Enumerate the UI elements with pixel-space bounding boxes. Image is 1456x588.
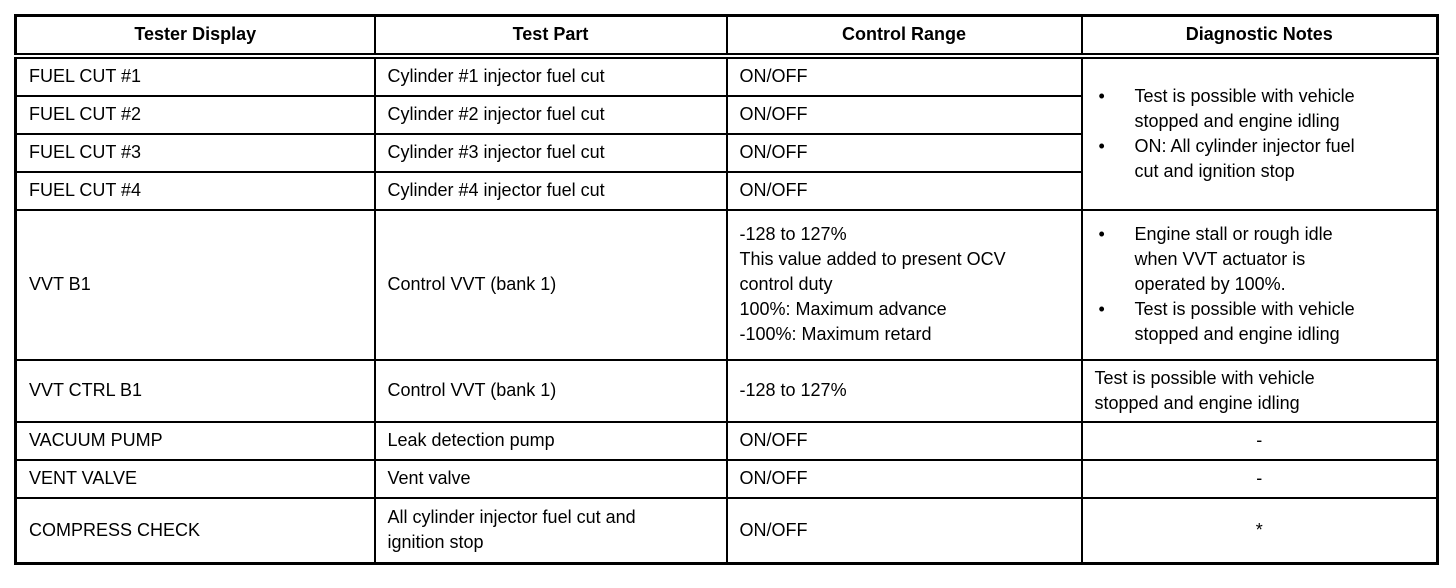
cell-test-part: Cylinder #2 injector fuel cut — [373, 94, 728, 135]
cell-control-range: ON/OFF — [725, 94, 1083, 135]
cell-tester-display: VVT B1 — [14, 208, 376, 361]
column-header-diagnostic-notes: Diagnostic Notes — [1080, 14, 1439, 59]
cell-control-range: ON/OFF — [725, 496, 1083, 565]
cell-test-part: Control VVT (bank 1) — [373, 358, 728, 423]
table-row-vent-valve: VENT VALVE Vent valve ON/OFF - — [14, 458, 1439, 499]
cell-test-part: Cylinder #1 injector fuel cut — [373, 54, 728, 97]
column-header-control-range: Control Range — [725, 14, 1083, 59]
cell-test-part: Leak detection pump — [373, 420, 728, 461]
header-row: Tester Display Test Part Control Range D… — [14, 14, 1439, 59]
note-item: Test is possible with vehicle stopped an… — [1099, 84, 1429, 134]
cell-diagnostic-notes: - — [1080, 420, 1439, 461]
table-row-fuel-cut-3: FUEL CUT #3 Cylinder #3 injector fuel cu… — [14, 132, 1438, 173]
notes-bullet-list: Engine stall or rough idle when VVT actu… — [1095, 222, 1429, 347]
cell-control-range: ON/OFF — [725, 170, 1083, 211]
table-row-fuel-cut-1: FUEL CUT #1 Cylinder #1 injector fuel cu… — [14, 54, 1439, 211]
table-row-vvt-ctrl-b1: VVT CTRL B1 Control VVT (bank 1) -128 to… — [14, 358, 1439, 423]
table-row-vacuum-pump: VACUUM PUMP Leak detection pump ON/OFF - — [14, 420, 1439, 461]
note-item: Test is possible with vehicle stopped an… — [1099, 297, 1429, 347]
cell-diagnostic-notes: - — [1080, 458, 1439, 499]
column-header-test-part: Test Part — [373, 14, 728, 59]
cell-test-part: Cylinder #4 injector fuel cut — [373, 170, 728, 211]
note-item: ON: All cylinder injector fuel cut and i… — [1099, 134, 1429, 184]
notes-bullet-list: Test is possible with vehicle stopped an… — [1095, 84, 1429, 184]
cell-control-range: ON/OFF — [725, 420, 1083, 461]
cell-tester-display: COMPRESS CHECK — [14, 496, 376, 565]
cell-control-range: ON/OFF — [725, 132, 1083, 173]
cell-test-part: Cylinder #3 injector fuel cut — [373, 132, 728, 173]
cell-test-part: All cylinder injector fuel cut and ignit… — [373, 496, 728, 565]
cell-diagnostic-notes-fuel-cut-group: Test is possible with vehicle stopped an… — [1080, 54, 1439, 211]
cell-tester-display: FUEL CUT #2 — [14, 94, 376, 135]
cell-control-range: ON/OFF — [725, 54, 1083, 97]
cell-diagnostic-notes: Engine stall or rough idle when VVT actu… — [1080, 208, 1439, 361]
table-row-fuel-cut-2: FUEL CUT #2 Cylinder #2 injector fuel cu… — [14, 94, 1438, 135]
cell-tester-display: VVT CTRL B1 — [14, 358, 376, 423]
cell-test-part: Vent valve — [373, 458, 728, 499]
note-item: Engine stall or rough idle when VVT actu… — [1099, 222, 1429, 297]
cell-test-part: Control VVT (bank 1) — [373, 208, 728, 361]
cell-tester-display: VACUUM PUMP — [14, 420, 376, 461]
cell-tester-display: VENT VALVE — [14, 458, 376, 499]
cell-tester-display: FUEL CUT #3 — [14, 132, 376, 173]
cell-control-range: -128 to 127% — [725, 358, 1083, 423]
table-row-vvt-b1: VVT B1 Control VVT (bank 1) -128 to 127%… — [14, 208, 1439, 361]
cell-tester-display: FUEL CUT #1 — [14, 54, 376, 97]
table-row-fuel-cut-4: FUEL CUT #4 Cylinder #4 injector fuel cu… — [14, 170, 1438, 211]
cell-control-range: -128 to 127% This value added to present… — [725, 208, 1083, 361]
cell-control-range: ON/OFF — [725, 458, 1083, 499]
diagnostic-test-table: Tester Display Test Part Control Range D… — [14, 14, 1439, 565]
cell-diagnostic-notes: * — [1080, 496, 1439, 565]
cell-diagnostic-notes: Test is possible with vehicle stopped an… — [1080, 358, 1439, 423]
table-row-compress-check: COMPRESS CHECK All cylinder injector fue… — [14, 496, 1439, 565]
cell-tester-display: FUEL CUT #4 — [14, 170, 376, 211]
column-header-tester-display: Tester Display — [14, 14, 376, 59]
